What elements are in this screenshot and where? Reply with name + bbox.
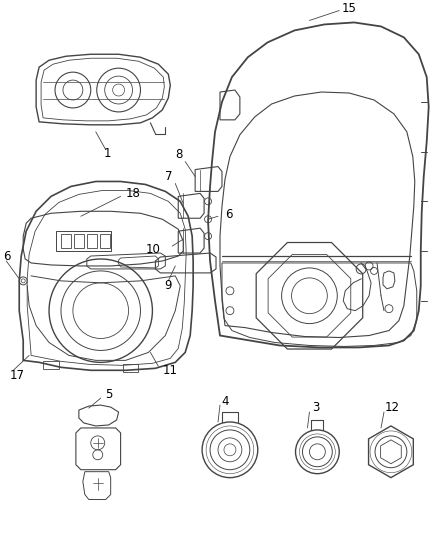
Text: 18: 18	[126, 187, 141, 200]
Bar	[123, 365, 138, 372]
Text: 6: 6	[4, 249, 11, 263]
Text: 7: 7	[165, 170, 172, 183]
Text: 9: 9	[165, 279, 172, 292]
Text: 17: 17	[9, 369, 24, 382]
Text: 5: 5	[105, 387, 113, 401]
Text: 10: 10	[145, 243, 160, 255]
Text: 1: 1	[104, 147, 111, 160]
Text: 3: 3	[312, 401, 319, 414]
Bar	[56, 231, 111, 251]
Text: 4: 4	[221, 394, 229, 408]
Bar	[43, 361, 59, 369]
Text: 6: 6	[225, 208, 233, 221]
Bar	[100, 234, 110, 248]
Text: 12: 12	[385, 401, 399, 414]
Text: 8: 8	[175, 148, 182, 161]
Text: 15: 15	[342, 2, 357, 15]
Bar	[87, 234, 97, 248]
Text: 11: 11	[162, 364, 177, 377]
Bar	[74, 234, 84, 248]
Bar	[61, 234, 71, 248]
